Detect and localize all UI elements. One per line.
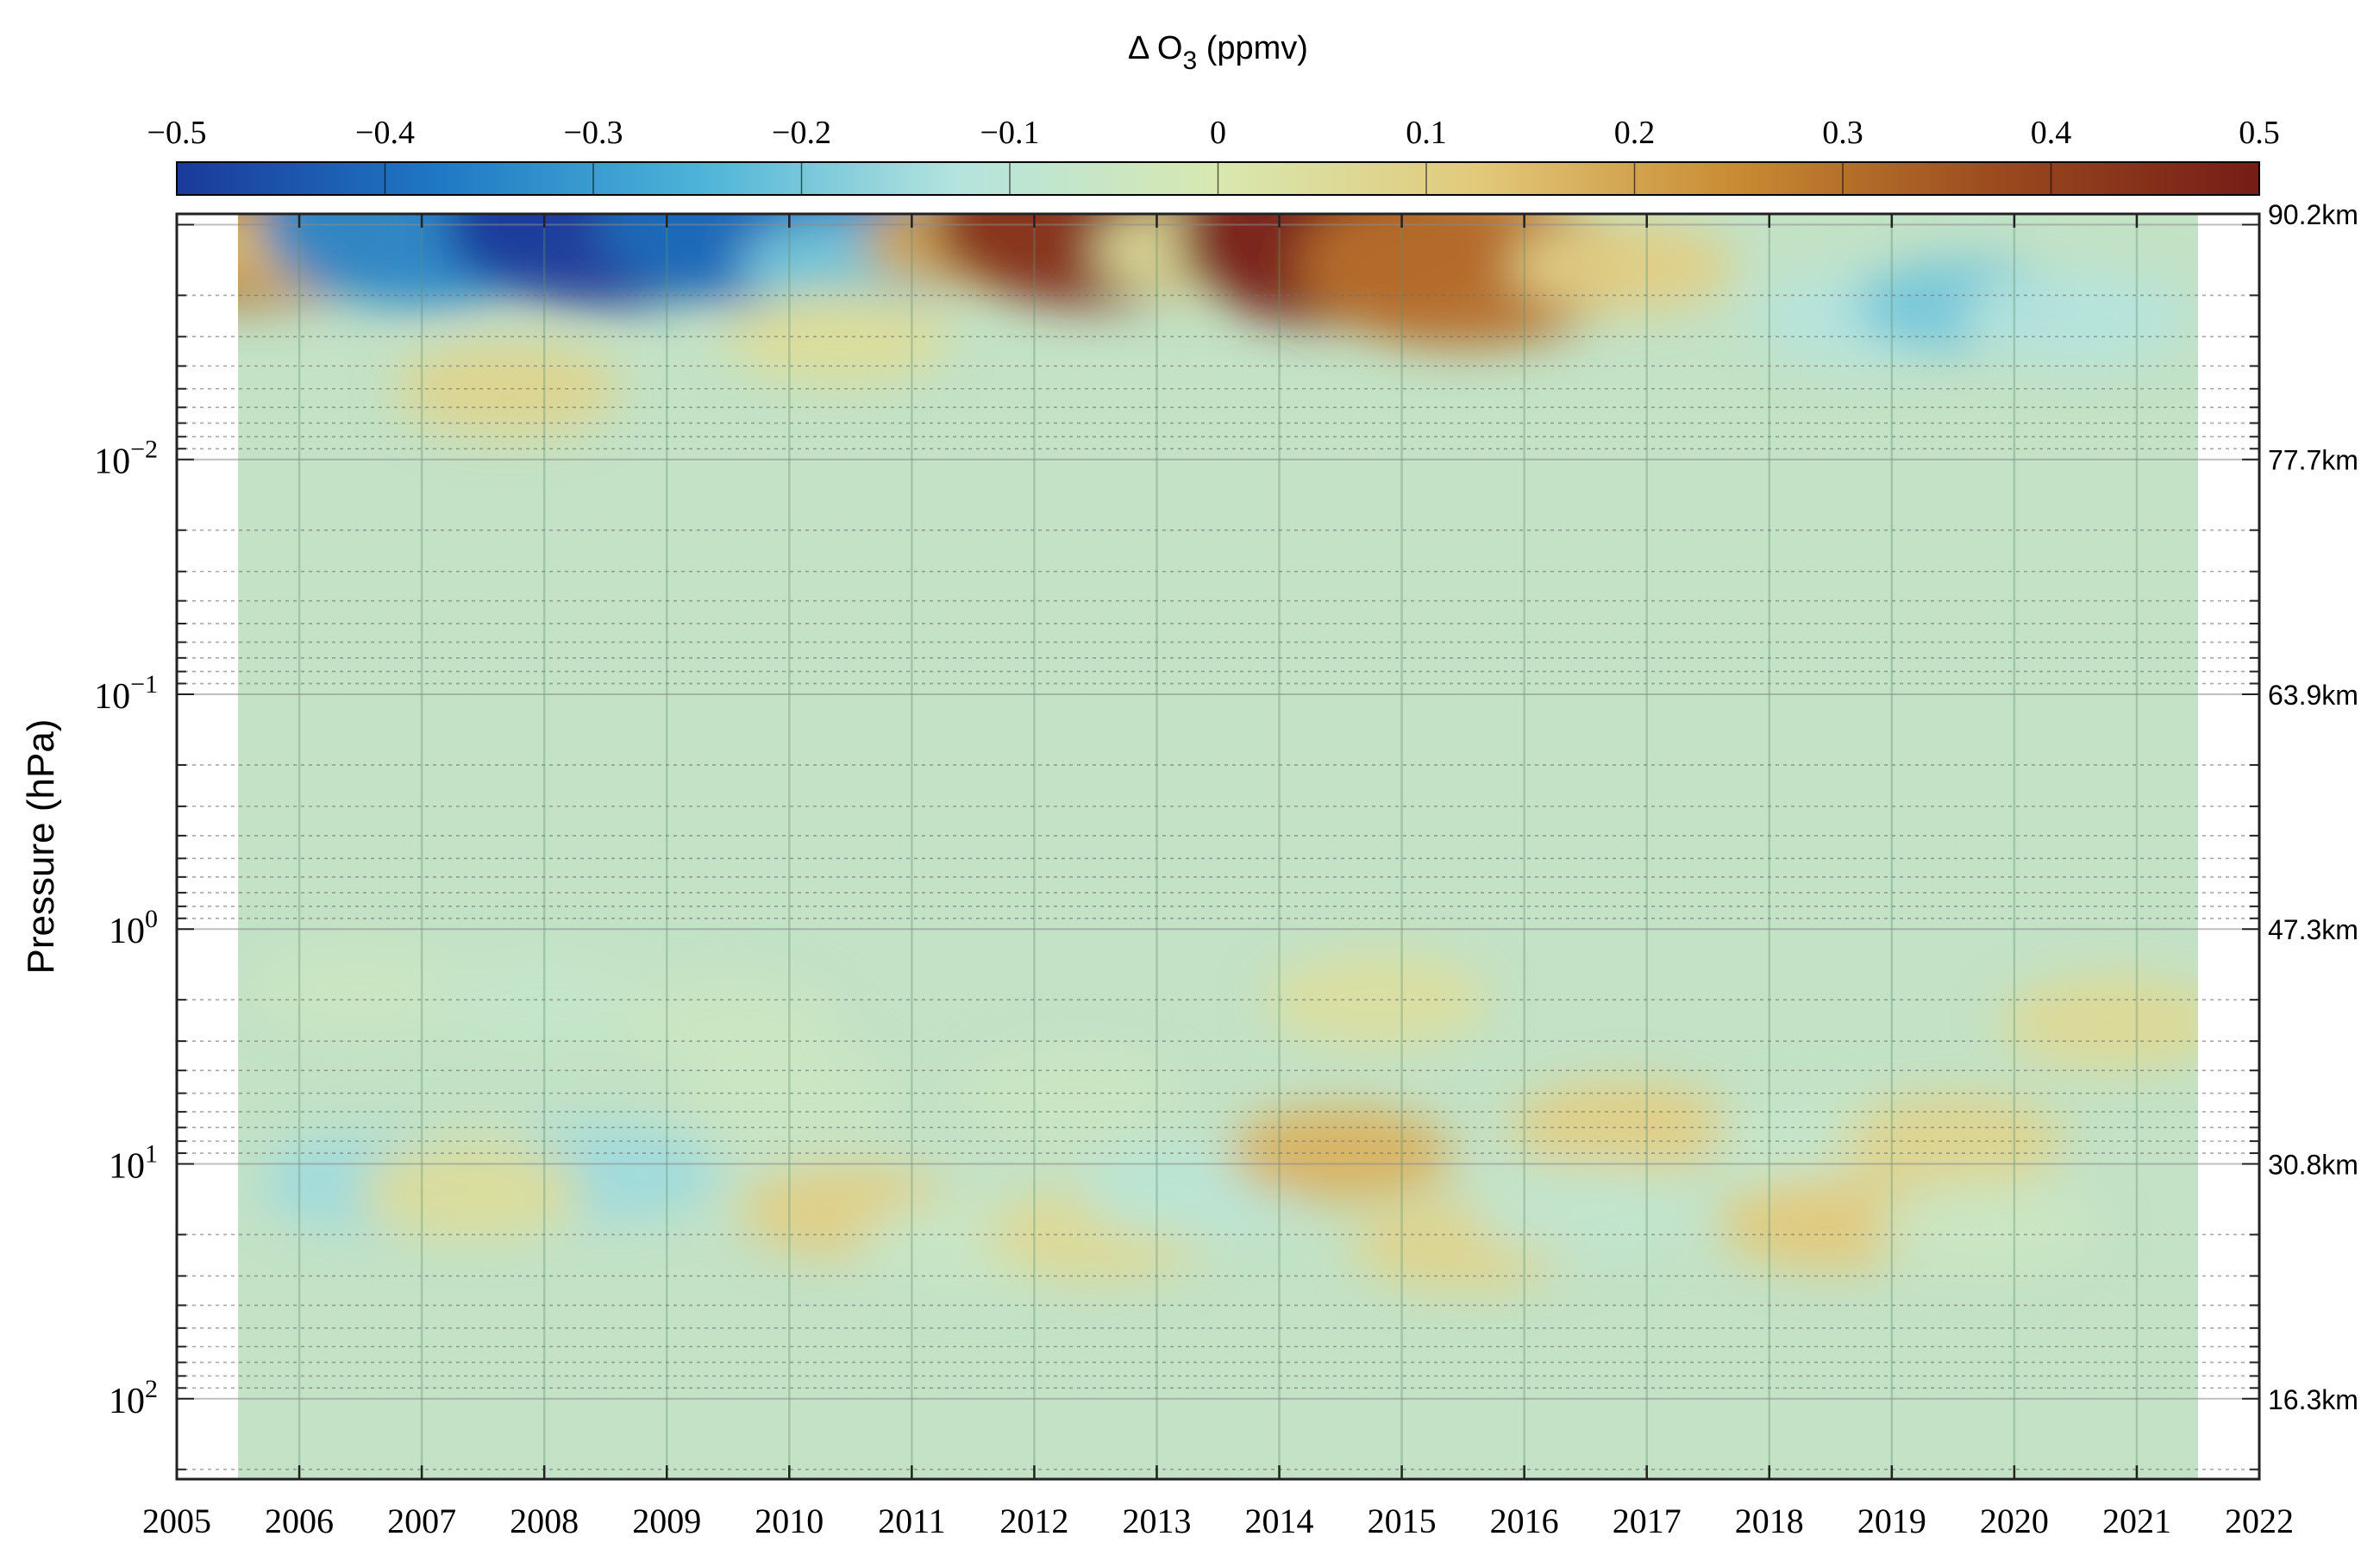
heatmap-anomaly bbox=[1228, 1106, 1453, 1201]
x-tick-labels: 2005 2006 2007 2008 2009 2010 2011 2012 2013 2014… bbox=[142, 1502, 2294, 1540]
x-tick-label: 2020 bbox=[1980, 1502, 2049, 1540]
heatmap-anomaly bbox=[1963, 270, 2188, 366]
y-axis-label: Pressure (hPa) bbox=[20, 719, 62, 975]
heatmap-anomaly bbox=[358, 1143, 583, 1239]
x-tick-label: 2019 bbox=[1857, 1502, 1926, 1540]
y-tick-labels: 10−2 10−1 100 101 102 bbox=[94, 436, 158, 1421]
heatmap-anomaly bbox=[1265, 952, 1490, 1048]
plot-frame bbox=[175, 212, 2261, 1481]
y-tick-label: 10−1 bbox=[94, 670, 158, 717]
y-tick-label: 102 bbox=[109, 1375, 158, 1421]
x-tick-label: 2022 bbox=[2225, 1502, 2294, 1540]
x-tick-label: 2018 bbox=[1735, 1502, 1804, 1540]
x-tick-label: 2017 bbox=[1613, 1502, 1682, 1540]
colorbar-tick-label: −0.5 bbox=[147, 115, 207, 151]
heatmap-anomaly bbox=[1510, 218, 1735, 314]
x-tick-label: 2009 bbox=[632, 1502, 701, 1540]
colorbar-tick-label: −0.3 bbox=[564, 115, 623, 151]
y-tick-label: 100 bbox=[109, 905, 158, 951]
colorbar: Δ O3 (ppmv) −0.5 −0.4 −0.3 −0.2 −0.1 0 0.1 0.2 0… bbox=[147, 30, 2280, 196]
altitude-label: 90.2km bbox=[2268, 199, 2358, 230]
plot-area: 2005 2006 2007 2008 2009 2010 2011 2012 2013 2014… bbox=[20, 199, 2358, 1540]
x-tick-label: 2011 bbox=[878, 1502, 946, 1540]
colorbar-tick-label: 0 bbox=[1210, 115, 1226, 151]
colorbar-tick-label: 0.1 bbox=[1406, 115, 1447, 151]
colorbar-tick-label: −0.4 bbox=[355, 115, 415, 151]
colorbar-label: Δ O3 (ppmv) bbox=[1128, 30, 1308, 75]
grid bbox=[177, 214, 2259, 1479]
x-tick-label: 2006 bbox=[265, 1502, 334, 1540]
x-tick-label: 2008 bbox=[510, 1502, 579, 1540]
altitude-label: 16.3km bbox=[2268, 1384, 2358, 1415]
heatmap-anomaly bbox=[677, 1045, 902, 1141]
colorbar-tick-label: 0.3 bbox=[1822, 115, 1863, 151]
x-tick-label: 2012 bbox=[999, 1502, 1068, 1540]
x-tick-label: 2005 bbox=[142, 1502, 211, 1540]
y-tick-label: 101 bbox=[109, 1140, 158, 1187]
x-tick-label: 2016 bbox=[1490, 1502, 1559, 1540]
heatmap-anomaly bbox=[2000, 975, 2198, 1070]
y-tick-label: 10−2 bbox=[94, 436, 158, 482]
heatmap-field bbox=[238, 214, 2198, 1292]
altitude-label: 30.8km bbox=[2268, 1150, 2358, 1181]
heatmap-anomaly bbox=[1840, 1094, 2065, 1189]
x-tick-label: 2007 bbox=[387, 1502, 456, 1540]
colorbar-ticks: −0.5 −0.4 −0.3 −0.2 −0.1 0 0.1 0.2 0.3 0.4 0.5 bbox=[147, 115, 2280, 195]
x-tick-label: 2010 bbox=[755, 1502, 824, 1540]
colorbar-tick-label: −0.1 bbox=[980, 115, 1040, 151]
heatmap-anomaly bbox=[1473, 1164, 1698, 1260]
heatmap-anomaly bbox=[1877, 1182, 2102, 1277]
altitude-label: 77.7km bbox=[2268, 445, 2358, 476]
altitude-label: 63.9km bbox=[2268, 680, 2358, 711]
heatmap-anomaly bbox=[395, 341, 620, 436]
axis-ticks bbox=[175, 214, 2261, 1479]
heatmap-anomaly bbox=[248, 941, 473, 1037]
x-tick-label: 2014 bbox=[1245, 1502, 1314, 1540]
altitude-labels: 90.2km 77.7km 63.9km 47.3km 30.8km 16.3km bbox=[2268, 199, 2358, 1415]
x-tick-label: 2021 bbox=[2102, 1502, 2171, 1540]
colorbar-tick-label: 0.2 bbox=[1614, 115, 1656, 151]
x-tick-label: 2013 bbox=[1122, 1502, 1191, 1540]
colorbar-tick-label: 0.4 bbox=[2031, 115, 2072, 151]
x-tick-label: 2015 bbox=[1368, 1502, 1437, 1540]
colorbar-tick-label: −0.2 bbox=[772, 115, 831, 151]
altitude-label: 47.3km bbox=[2268, 914, 2358, 945]
colorbar-tick-label: 0.5 bbox=[2239, 115, 2280, 151]
